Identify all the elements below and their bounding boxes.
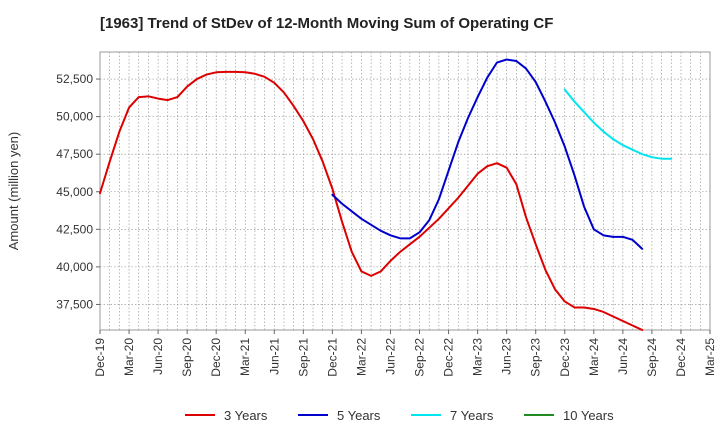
y-tick-label: 45,000 — [56, 185, 93, 199]
x-tick-label: Sep-22 — [413, 338, 427, 377]
legend-label-2: 5 Years — [337, 408, 381, 423]
series-line-2 — [331, 58, 644, 250]
plot-area — [99, 51, 711, 331]
x-tick-label: Sep-21 — [296, 338, 310, 377]
x-tick-label: Sep-24 — [645, 338, 659, 377]
x-tick-label: Mar-22 — [354, 338, 368, 376]
legend: 3 Years 5 Years 7 Years 10 Years — [185, 408, 614, 423]
y-axis-label: Amount (million yen) — [6, 132, 21, 251]
x-tick-label: Jun-21 — [267, 338, 281, 375]
x-tick-label: Mar-25 — [703, 338, 717, 376]
y-tick-label: 42,500 — [56, 222, 93, 236]
y-tick-label: 50,000 — [56, 110, 93, 124]
y-tick-label: 40,000 — [56, 260, 93, 274]
y-axis: 37,500 40,000 42,500 45,000 47,500 50,000 52,5… — [56, 72, 100, 311]
x-tick-label: Mar-24 — [587, 338, 601, 376]
chart-grid — [99, 52, 711, 330]
x-tick-label: Jun-24 — [616, 338, 630, 375]
x-tick-label: Dec-19 — [93, 338, 107, 377]
x-tick-label: Jun-23 — [500, 338, 514, 375]
x-tick-label: Sep-23 — [529, 338, 543, 377]
x-tick-label: Dec-21 — [325, 338, 339, 377]
x-tick-label: Jun-22 — [383, 338, 397, 375]
series-layer — [99, 58, 673, 331]
x-tick-label: Mar-23 — [471, 338, 485, 376]
x-tick-label: Mar-20 — [122, 338, 136, 376]
y-tick-label: 47,500 — [56, 147, 93, 161]
y-tick-label: 37,500 — [56, 297, 93, 311]
x-tick-label: Sep-20 — [180, 338, 194, 377]
x-tick-label: Mar-21 — [238, 338, 252, 376]
x-tick-label: Dec-20 — [209, 338, 223, 377]
x-tick-label: Jun-20 — [151, 338, 165, 375]
legend-label-1: 3 Years — [224, 408, 268, 423]
legend-label-4: 10 Years — [563, 408, 614, 423]
series-line-1 — [99, 70, 644, 331]
y-tick-label: 52,500 — [56, 72, 93, 86]
x-tick-label: Dec-22 — [442, 338, 456, 377]
x-tick-label: Dec-23 — [558, 338, 572, 377]
series-line-3 — [563, 88, 673, 160]
legend-label-3: 7 Years — [450, 408, 494, 423]
x-axis: Dec-19 Mar-20 Jun-20 Sep-20 Dec-20 Mar-21 Jun-… — [93, 330, 717, 377]
chart-title: [1963] Trend of StDev of 12-Month Moving… — [100, 15, 553, 32]
x-tick-label: Dec-24 — [674, 338, 688, 377]
